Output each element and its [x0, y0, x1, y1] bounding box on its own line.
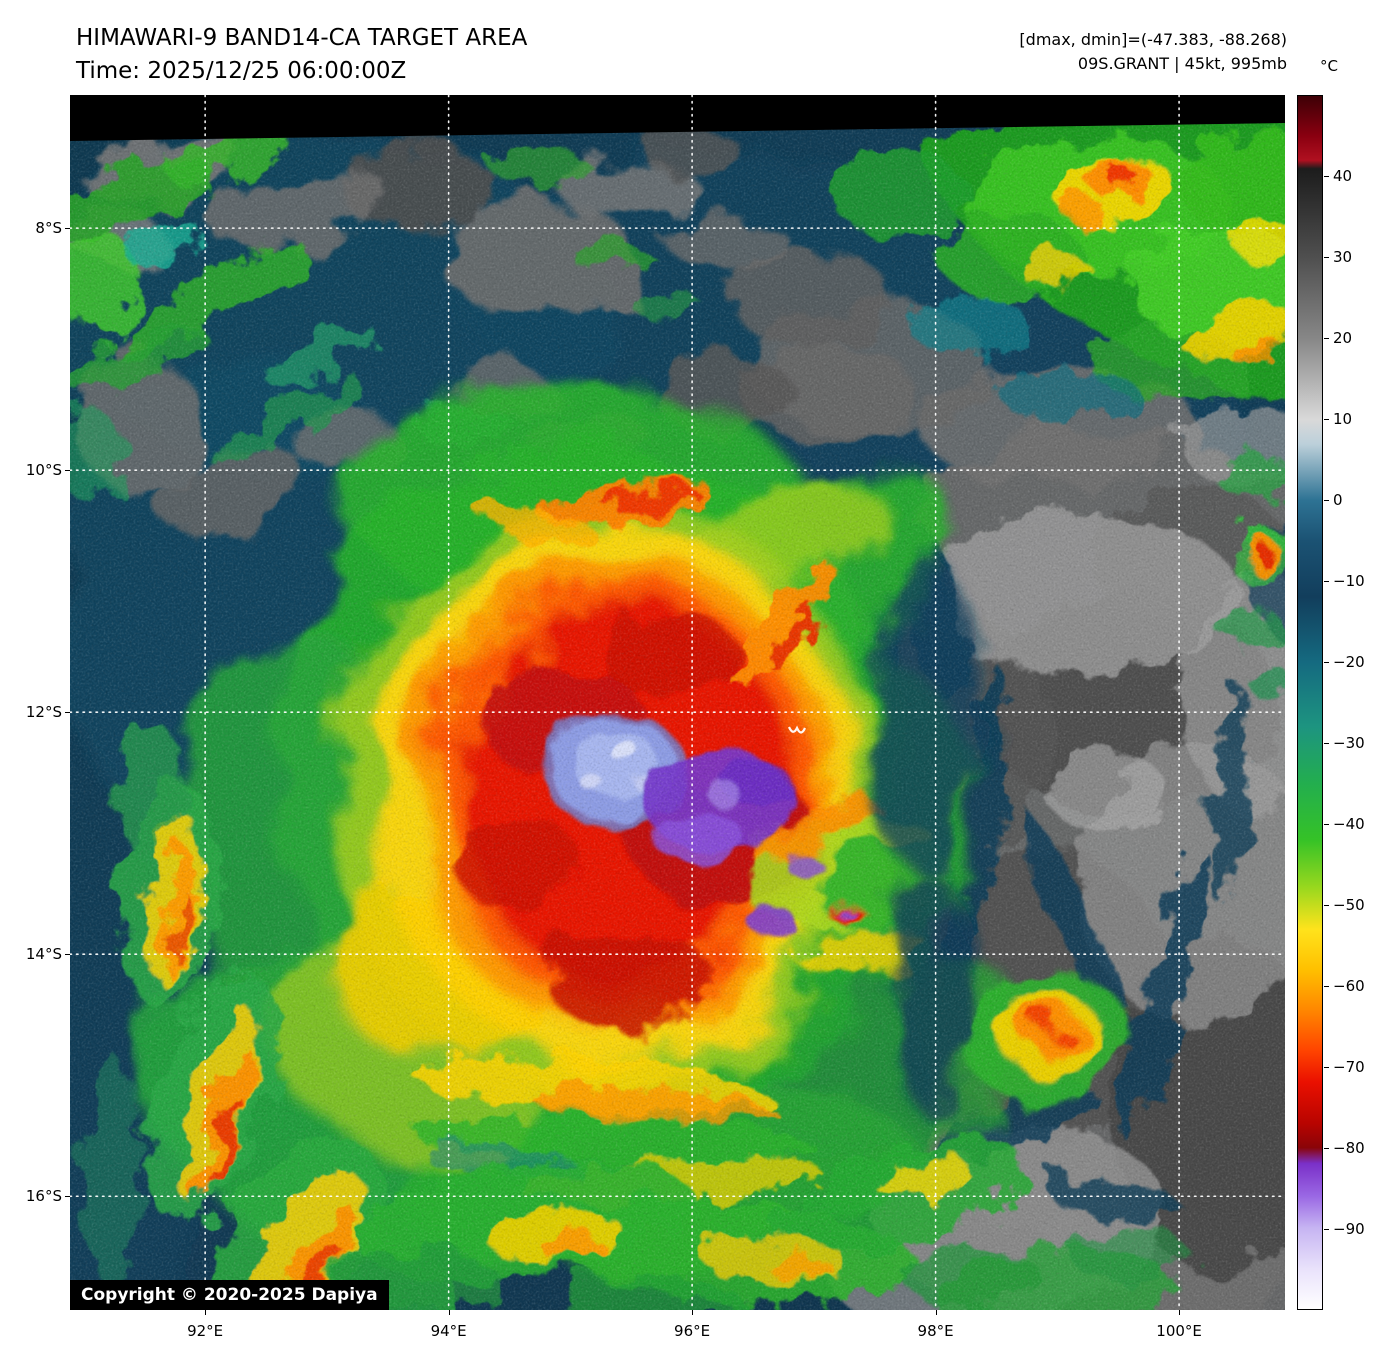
lat-tick-label: 14°S — [25, 945, 62, 964]
colorbar-tick-mark — [1324, 905, 1329, 906]
lat-tick-label: 16°S — [25, 1187, 62, 1206]
satellite-image — [70, 95, 1285, 1310]
colorbar-tick-mark — [1324, 986, 1329, 987]
lat-tick-label: 12°S — [25, 703, 62, 722]
lat-tick-mark — [65, 712, 70, 714]
colorbar-tick-label: 10 — [1333, 410, 1353, 428]
colorbar-tick-mark — [1324, 581, 1329, 582]
storm-readout: 09S.GRANT | 45kt, 995mb — [1077, 54, 1287, 73]
colorbar-tick-mark — [1324, 1067, 1329, 1068]
lon-tick-label: 96°E — [674, 1322, 711, 1340]
colorbar-tick-label: 20 — [1333, 329, 1353, 347]
colorbar — [1297, 95, 1323, 1310]
colorbar-tick-label: −10 — [1333, 572, 1365, 590]
colorbar-tick-label: −60 — [1333, 977, 1365, 995]
dmax-dmin-readout: [dmax, dmin]=(-47.383, -88.268) — [1019, 30, 1287, 49]
colorbar-tick-label: 40 — [1333, 167, 1353, 185]
lat-tick-mark — [65, 954, 70, 956]
colorbar-tick-label: −30 — [1333, 734, 1365, 752]
colorbar-tick-mark — [1324, 743, 1329, 744]
colorbar-tick-mark — [1324, 257, 1329, 258]
lat-tick-mark — [65, 1196, 70, 1198]
lon-tick-label: 100°E — [1156, 1322, 1202, 1340]
satellite-map: Copyright © 2020-2025 Dapiya — [70, 95, 1285, 1310]
colorbar-tick-label: −40 — [1333, 815, 1365, 833]
colorbar-tick-label: −80 — [1333, 1139, 1365, 1157]
colorbar-tick-label: −70 — [1333, 1058, 1365, 1076]
copyright-label: Copyright © 2020-2025 Dapiya — [70, 1280, 389, 1310]
colorbar-tick-label: −50 — [1333, 896, 1365, 914]
colorbar-tick-mark — [1324, 338, 1329, 339]
colorbar-tick-label: 30 — [1333, 248, 1353, 266]
colorbar-tick-label: 0 — [1333, 491, 1343, 509]
lat-tick-mark — [65, 470, 70, 472]
colorbar-tick-mark — [1324, 1148, 1329, 1149]
lon-tick-mark — [1179, 1310, 1181, 1315]
colorbar-tick-mark — [1324, 500, 1329, 501]
lat-axis: 8°S 10°S 12°S 14°S 16°S — [0, 95, 70, 1310]
lon-tick-mark — [692, 1310, 694, 1315]
lon-tick-mark — [448, 1310, 450, 1315]
product-title: HIMAWARI-9 BAND14-CA TARGET AREA — [76, 25, 528, 51]
colorbar-tick-mark — [1324, 176, 1329, 177]
lon-tick-mark — [205, 1310, 207, 1315]
lon-tick-mark — [935, 1310, 937, 1315]
center-marker — [787, 725, 807, 734]
product-time: Time: 2025/12/25 06:00:00Z — [76, 58, 407, 84]
colorbar-tick-mark — [1324, 662, 1329, 663]
info-block: [dmax, dmin]=(-47.383, -88.268) 09S.GRAN… — [1019, 28, 1287, 76]
colorbar-unit-label: °C — [1320, 57, 1338, 75]
colorbar-tick-label: −90 — [1333, 1220, 1365, 1238]
colorbar-ticks: 40 30 20 10 0 −10 −20 −30 −40 −50 −60 −70 −80 −90 — [1324, 95, 1386, 1310]
lon-tick-label: 92°E — [187, 1322, 224, 1340]
colorbar-tick-mark — [1324, 1229, 1329, 1230]
lon-tick-label: 98°E — [917, 1322, 954, 1340]
colorbar-tick-mark — [1324, 824, 1329, 825]
grid-overlay — [70, 95, 1285, 1310]
lat-tick-mark — [65, 228, 70, 230]
lon-axis: 92°E 94°E 96°E 98°E 100°E — [70, 1310, 1285, 1352]
scan-edge-band — [70, 95, 1285, 141]
header: HIMAWARI-9 BAND14-CA TARGET AREA Time: 2… — [76, 22, 527, 88]
colorbar-tick-label: −20 — [1333, 653, 1365, 671]
lon-tick-label: 94°E — [430, 1322, 467, 1340]
lat-tick-label: 10°S — [25, 461, 62, 480]
colorbar-tick-mark — [1324, 419, 1329, 420]
lat-tick-label: 8°S — [35, 219, 62, 238]
grain-dark — [70, 95, 1285, 1310]
